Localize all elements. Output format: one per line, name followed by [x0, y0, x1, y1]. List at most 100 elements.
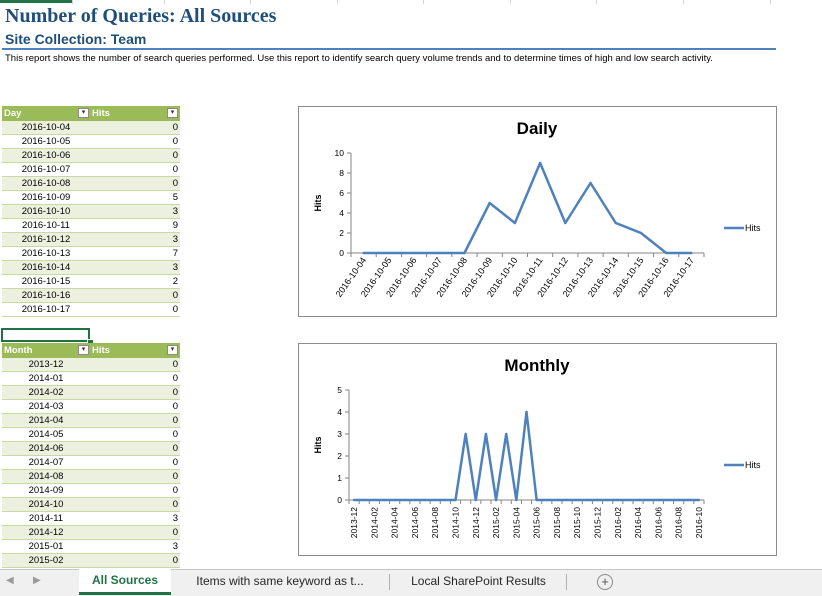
table-row[interactable]: 2016-10-16 0 [2, 288, 180, 303]
data-point[interactable] [589, 181, 592, 185]
row-value-cell[interactable]: 7 [90, 246, 180, 261]
data-point[interactable] [505, 432, 508, 436]
table-row[interactable]: 2016-10-09 5 [2, 190, 180, 205]
row-value-cell[interactable]: 0 [90, 455, 180, 470]
series-line-hits[interactable] [363, 161, 692, 255]
row-label-cell[interactable]: 2014-04 [2, 413, 90, 428]
data-point[interactable] [614, 221, 617, 225]
row-value-cell[interactable]: 0 [90, 413, 180, 428]
data-point[interactable] [664, 251, 668, 255]
row-value-cell[interactable]: 0 [90, 148, 180, 163]
filter-dropdown-icon[interactable]: ▾ [167, 345, 178, 355]
row-value-cell[interactable]: 3 [90, 232, 180, 247]
filter-dropdown-icon[interactable]: ▾ [167, 108, 178, 118]
table-row[interactable]: 2014-05 0 [2, 427, 180, 442]
row-label-cell[interactable]: 2016-10-13 [2, 246, 90, 261]
data-point[interactable] [525, 410, 528, 414]
row-value-cell[interactable]: 0 [90, 288, 180, 303]
row-value-cell[interactable]: 0 [90, 427, 180, 442]
data-point[interactable] [387, 251, 391, 255]
data-point[interactable] [616, 498, 619, 502]
row-label-cell[interactable]: 2016-10-11 [2, 218, 90, 233]
data-point[interactable] [538, 161, 542, 165]
data-point[interactable] [576, 498, 579, 502]
data-point[interactable] [484, 432, 488, 436]
data-point[interactable] [434, 498, 437, 502]
data-point[interactable] [690, 251, 693, 255]
row-label-cell[interactable]: 2013-12 [2, 357, 90, 372]
row-label-cell[interactable]: 2014-11 [2, 511, 90, 526]
data-point[interactable] [444, 498, 447, 502]
data-point[interactable] [564, 221, 567, 225]
day-column-header[interactable]: Day ▾ [2, 106, 90, 121]
tab-items-same-keyword[interactable]: Items with same keyword as t... [196, 574, 364, 588]
row-value-cell[interactable]: 0 [90, 497, 180, 512]
table-row[interactable]: 2014-11 3 [2, 511, 180, 526]
data-point[interactable] [352, 498, 356, 502]
data-point[interactable] [413, 498, 417, 502]
data-point[interactable] [513, 221, 517, 225]
monthly-pivot-table[interactable]: Month ▾ Hits ▾ 2013-12 0 2014-01 0 2014-02 0 201… [2, 343, 180, 568]
data-point[interactable] [488, 201, 491, 205]
row-value-cell[interactable]: 0 [90, 469, 180, 484]
plus-circle-icon[interactable]: + [597, 574, 613, 590]
row-value-cell[interactable]: 0 [90, 399, 180, 414]
data-point[interactable] [464, 432, 467, 436]
data-point[interactable] [667, 498, 670, 502]
data-point[interactable] [596, 498, 599, 502]
data-point[interactable] [438, 251, 441, 255]
data-point[interactable] [626, 498, 630, 502]
row-label-cell[interactable]: 2014-10 [2, 497, 90, 512]
data-point[interactable] [463, 251, 466, 255]
table-row[interactable]: 2015-01 3 [2, 539, 180, 554]
row-label-cell[interactable]: 2016-10-05 [2, 134, 90, 149]
row-label-cell[interactable]: 2016-10-04 [2, 120, 90, 135]
row-label-cell[interactable]: 2014-08 [2, 469, 90, 484]
data-point[interactable] [362, 251, 365, 255]
table-row[interactable]: 2016-10-13 7 [2, 246, 180, 261]
row-value-cell[interactable]: 0 [90, 120, 180, 135]
table-row[interactable]: 2016-10-17 0 [2, 302, 180, 317]
data-point[interactable] [363, 498, 366, 502]
table-row[interactable]: 2014-08 0 [2, 469, 180, 484]
table-row[interactable]: 2014-03 0 [2, 399, 180, 414]
row-label-cell[interactable]: 2014-12 [2, 525, 90, 540]
table-row[interactable]: 2016-10-05 0 [2, 134, 180, 149]
table-row[interactable]: 2014-06 0 [2, 441, 180, 456]
table-row[interactable]: 2016-10-08 0 [2, 176, 180, 191]
table-row[interactable]: 2014-10 0 [2, 497, 180, 512]
data-point[interactable] [412, 251, 416, 255]
table-row[interactable]: 2016-10-15 2 [2, 274, 180, 289]
hits-column-header[interactable]: Hits ▾ [90, 343, 180, 358]
table-row[interactable]: 2013-12 0 [2, 357, 180, 372]
triangle-left-icon[interactable]: ◀ [6, 575, 14, 586]
row-label-cell[interactable]: 2016-10-08 [2, 176, 90, 191]
month-column-header[interactable]: Month ▾ [2, 343, 90, 358]
row-value-cell[interactable]: 0 [90, 134, 180, 149]
row-label-cell[interactable]: 2014-03 [2, 399, 90, 414]
data-point[interactable] [677, 498, 680, 502]
filter-dropdown-icon[interactable]: ▾ [78, 108, 89, 118]
row-label-cell[interactable]: 2014-02 [2, 385, 90, 400]
row-label-cell[interactable]: 2016-10-06 [2, 148, 90, 163]
table-row[interactable]: 2014-01 0 [2, 371, 180, 386]
table-row[interactable]: 2014-02 0 [2, 385, 180, 400]
table-row[interactable]: 2016-10-11 9 [2, 218, 180, 233]
row-label-cell[interactable]: 2016-10-16 [2, 288, 90, 303]
row-label-cell[interactable]: 2016-10-09 [2, 190, 90, 205]
row-label-cell[interactable]: 2014-09 [2, 483, 90, 498]
data-point[interactable] [545, 498, 548, 502]
row-label-cell[interactable]: 2016-10-17 [2, 302, 90, 317]
data-point[interactable] [494, 498, 498, 502]
table-row[interactable]: 2016-10-12 3 [2, 232, 180, 247]
table-row[interactable]: 2014-09 0 [2, 483, 180, 498]
row-label-cell[interactable]: 2016-10-12 [2, 232, 90, 247]
row-label-cell[interactable]: 2015-02 [2, 553, 90, 568]
active-cell-selection[interactable] [1, 328, 90, 342]
row-value-cell[interactable]: 0 [90, 162, 180, 177]
data-point[interactable] [687, 498, 690, 502]
table-row[interactable]: 2016-10-14 3 [2, 260, 180, 275]
daily-pivot-table[interactable]: Day ▾ Hits ▾ 2016-10-04 0 2016-10-05 0 2016-10… [2, 106, 180, 317]
row-value-cell[interactable]: 0 [90, 483, 180, 498]
data-point[interactable] [393, 498, 396, 502]
